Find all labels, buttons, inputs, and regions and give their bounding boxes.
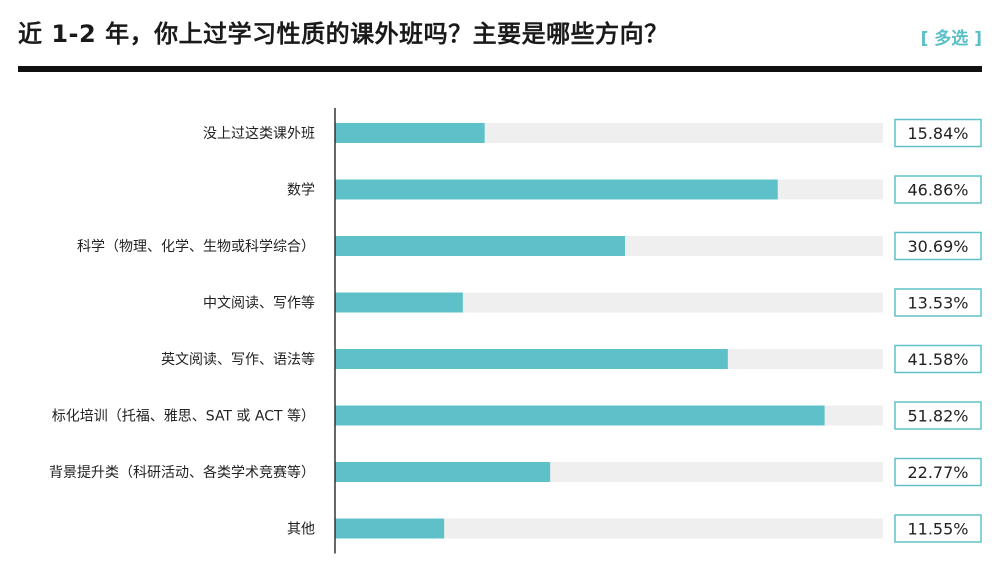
- value-label: 41.58%: [907, 350, 968, 369]
- bar: [335, 349, 728, 369]
- bar: [335, 518, 445, 539]
- value-label: 22.77%: [907, 463, 968, 482]
- chart-title: 近 1-2 年，你上过学习性质的课外班吗？主要是哪些方向？: [18, 20, 669, 48]
- category-label: 中文阅读、写作等: [203, 295, 315, 312]
- category-label: 其他: [287, 522, 315, 538]
- value-label: 46.86%: [907, 181, 968, 200]
- value-label-box: [894, 175, 982, 204]
- category-label: 背景提升类（科研活动、各类学术竞赛等）: [49, 464, 315, 481]
- bar: [335, 405, 825, 426]
- value-label-box: [894, 231, 982, 261]
- bar: [335, 236, 625, 256]
- value-label: 15.84%: [907, 124, 968, 143]
- category-label: 没上过这类课外班: [203, 125, 315, 142]
- value-label: 51.82%: [907, 407, 968, 426]
- value-label-box: [894, 288, 982, 317]
- bar-track: [335, 518, 883, 539]
- bar: [335, 292, 463, 313]
- value-label: 11.55%: [907, 520, 968, 539]
- value-label: 13.53%: [907, 294, 968, 313]
- category-label: 英文阅读、写作、语法等: [161, 351, 315, 368]
- bar: [335, 462, 551, 482]
- title-divider: [18, 66, 982, 72]
- bar: [335, 179, 778, 200]
- value-label-box: [894, 457, 982, 487]
- value-label-box: [894, 118, 982, 148]
- value-label-box: [894, 514, 982, 543]
- bar: [335, 123, 485, 143]
- bar-track: [335, 292, 883, 313]
- bar-chart: 没上过这类课外班 15.84% 数学 46.86% 科学（物理、化学、生物或科学综合） 3…: [49, 108, 982, 554]
- category-label: 标化培训（托福、雅思、SAT 或 ACT 等）: [52, 408, 315, 425]
- value-label-box: [894, 401, 982, 430]
- value-label: 30.69%: [907, 237, 968, 256]
- category-label: 数学: [287, 183, 315, 199]
- value-label-box: [894, 344, 982, 374]
- category-label: 科学（物理、化学、生物或科学综合）: [77, 239, 315, 255]
- multi-select-badge: [ 多选 ]: [920, 29, 982, 49]
